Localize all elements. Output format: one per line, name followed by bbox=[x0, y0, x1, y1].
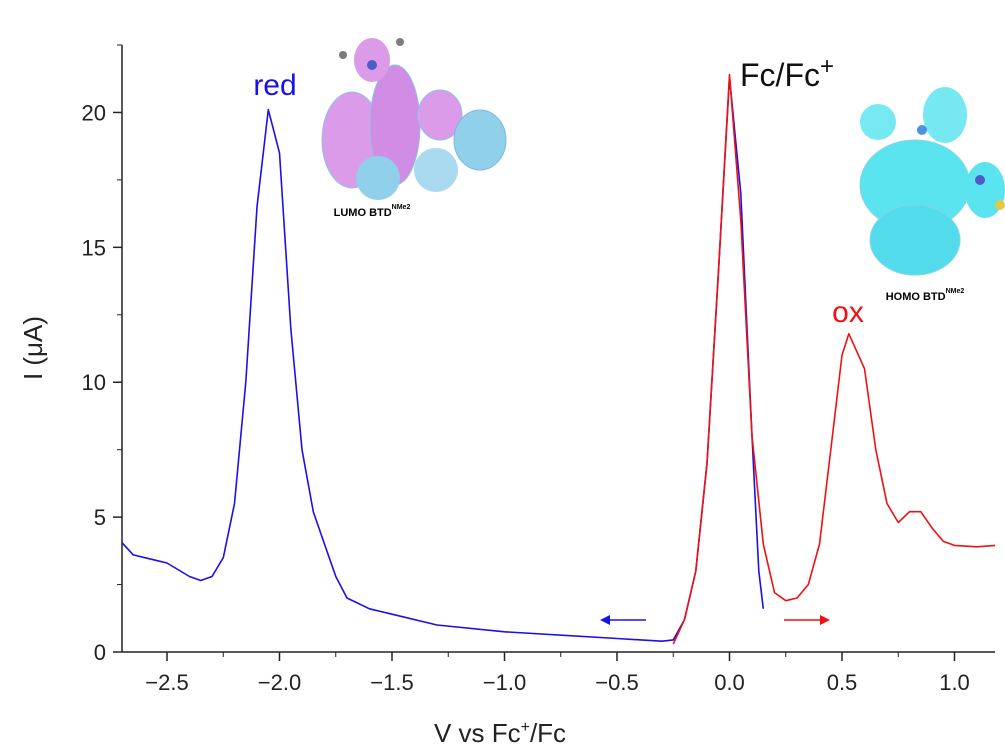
x-axis-label: V vs Fc+/Fc bbox=[434, 718, 566, 748]
x-tick-label: −0.5 bbox=[595, 670, 638, 695]
homo-sup: NMe2 bbox=[946, 288, 965, 295]
direction-arrows bbox=[600, 615, 830, 625]
fc-text: Fc/Fc bbox=[740, 57, 820, 93]
x-tick-label: −1.5 bbox=[370, 670, 413, 695]
lumo-sup: NMe2 bbox=[392, 204, 411, 211]
homo-molecule bbox=[860, 87, 1005, 275]
y-tick-label: 10 bbox=[82, 370, 106, 395]
red-label: red bbox=[253, 69, 296, 102]
y-axis-label: I (μA) bbox=[18, 316, 48, 380]
y-tick-label: 15 bbox=[82, 235, 106, 260]
x-label-tail: /Fc bbox=[530, 718, 566, 748]
x-label-sup: + bbox=[521, 719, 530, 736]
ox-label: ox bbox=[832, 296, 864, 329]
homo-text: HOMO BTD bbox=[886, 291, 946, 303]
x-tick-label: −2.5 bbox=[145, 670, 188, 695]
chart: LUMO BTDNMe2 HOMO BTDNMe2 red ox Fc/Fc+ … bbox=[0, 0, 1005, 751]
x-tick-label: −1.0 bbox=[483, 670, 526, 695]
fc-sup: + bbox=[820, 53, 834, 80]
x-tick-label: 0.5 bbox=[827, 670, 858, 695]
lumo-label: LUMO BTDNMe2 bbox=[334, 204, 411, 219]
y-tick-label: 5 bbox=[94, 505, 106, 530]
x-tick-label: −2.0 bbox=[258, 670, 301, 695]
x-tick-label: 1.0 bbox=[939, 670, 970, 695]
fc-label: Fc/Fc+ bbox=[740, 53, 834, 93]
x-label-text: V vs Fc bbox=[434, 718, 521, 748]
lumo-molecule bbox=[322, 38, 506, 200]
homo-label: HOMO BTDNMe2 bbox=[886, 288, 965, 303]
y-tick-label: 0 bbox=[94, 640, 106, 665]
y-tick-label: 20 bbox=[82, 100, 106, 125]
x-tick-label: 0.0 bbox=[714, 670, 745, 695]
lumo-text: LUMO BTD bbox=[334, 207, 392, 219]
